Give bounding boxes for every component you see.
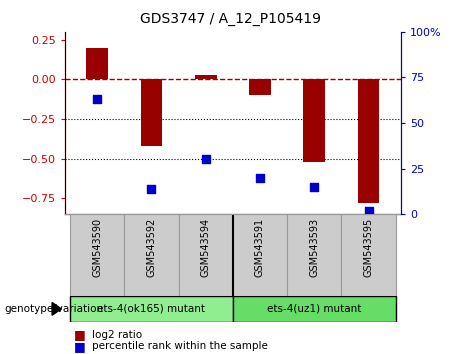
Point	[202, 156, 209, 162]
Text: ■: ■	[74, 328, 85, 341]
Point	[311, 184, 318, 190]
Bar	[341, 214, 396, 296]
Text: GSM543592: GSM543592	[147, 217, 156, 277]
Point	[365, 208, 372, 213]
Point	[94, 97, 101, 102]
Bar	[233, 296, 396, 322]
Bar	[358, 79, 379, 203]
Text: ets-4(ok165) mutant: ets-4(ok165) mutant	[97, 304, 206, 314]
Bar	[141, 79, 162, 146]
Text: GSM543590: GSM543590	[92, 217, 102, 276]
Bar	[287, 214, 341, 296]
Bar	[233, 214, 287, 296]
Bar	[70, 214, 124, 296]
Bar	[178, 214, 233, 296]
Bar	[124, 214, 178, 296]
Text: ■: ■	[74, 340, 85, 353]
Bar	[249, 79, 271, 95]
Bar	[86, 48, 108, 79]
Bar	[195, 75, 217, 79]
Point	[256, 175, 264, 181]
Polygon shape	[52, 302, 61, 315]
Bar	[303, 79, 325, 162]
Text: genotype/variation: genotype/variation	[5, 304, 104, 314]
Text: log2 ratio: log2 ratio	[92, 330, 142, 339]
Text: GSM543594: GSM543594	[201, 217, 211, 276]
Text: GSM543593: GSM543593	[309, 217, 319, 276]
Text: ets-4(uz1) mutant: ets-4(uz1) mutant	[267, 304, 361, 314]
Point	[148, 186, 155, 192]
Bar	[70, 296, 233, 322]
Text: percentile rank within the sample: percentile rank within the sample	[92, 341, 268, 351]
Text: GSM543595: GSM543595	[364, 217, 373, 277]
Text: GSM543591: GSM543591	[255, 217, 265, 276]
Text: GDS3747 / A_12_P105419: GDS3747 / A_12_P105419	[140, 12, 321, 27]
